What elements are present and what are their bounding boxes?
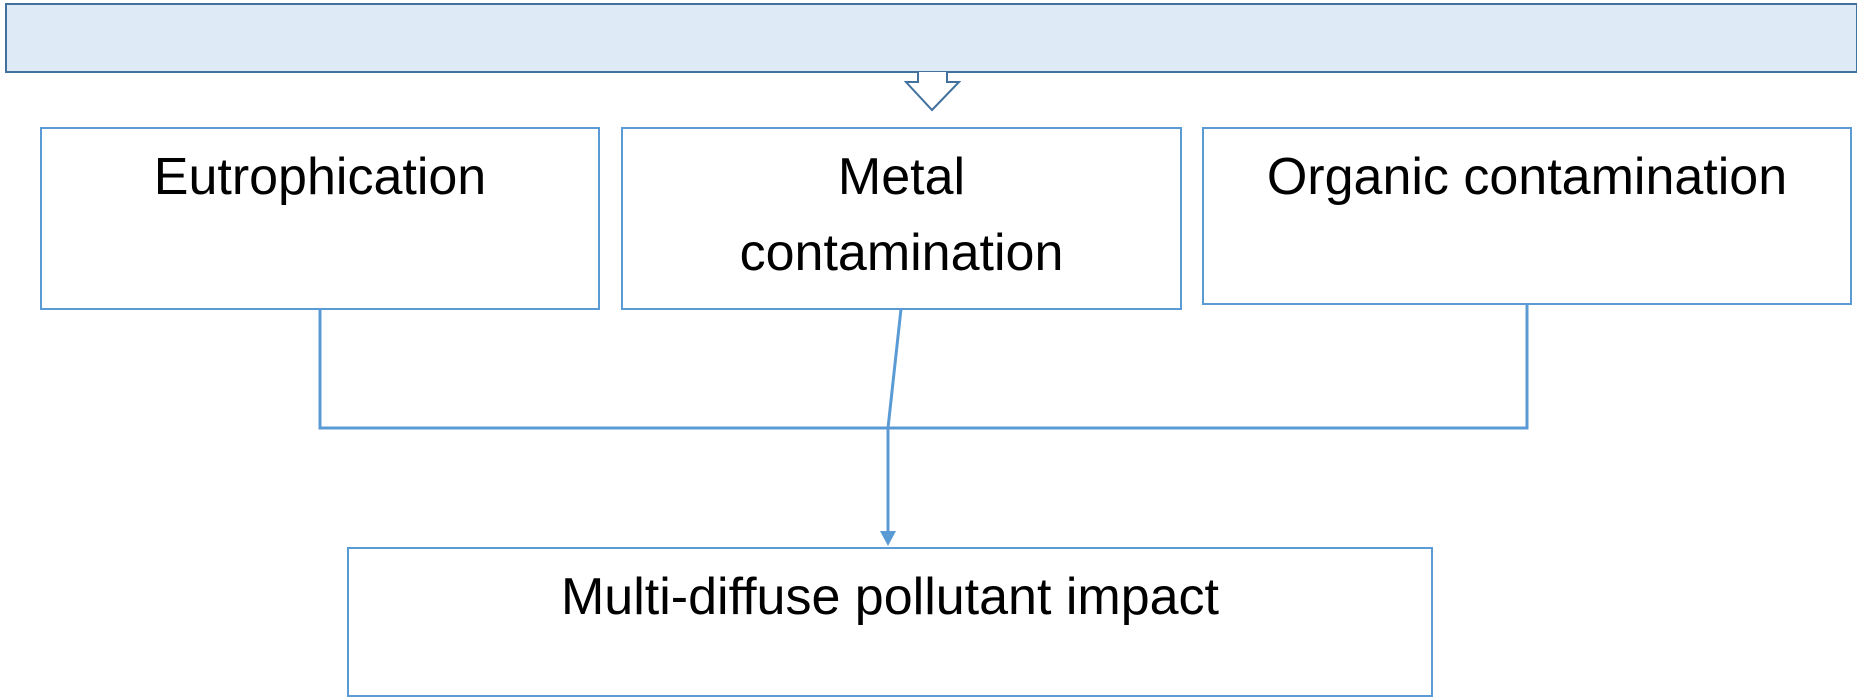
connector [318,304,1529,430]
node-label: Multi-diffuse pollutant impact [560,568,1220,626]
node: Organic contamination [1202,127,1852,305]
connectors [5,3,1857,546]
page: Eutrophication Metal contamination Organ… [5,3,1857,697]
node: Eutrophication [40,127,600,310]
node-label: Organic contamination [1266,148,1788,206]
connector [886,308,903,429]
node-label: Metal contamination [739,148,1064,282]
node: Multi-diffuse pollutant impact [347,547,1433,697]
node-label: Eutrophication [153,148,487,206]
arrowhead [880,531,896,546]
block-arrow [903,72,962,112]
node: Metal contamination [621,127,1182,310]
banner [5,3,1857,73]
